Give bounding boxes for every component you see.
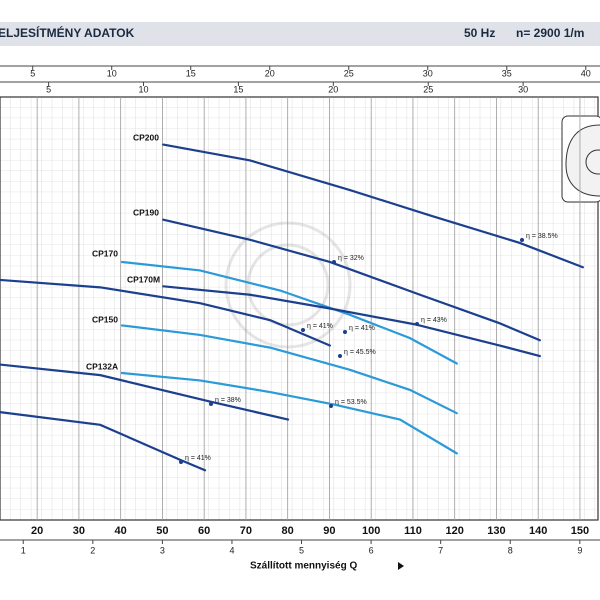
curve [162,143,584,269]
series-label: CP132A [86,361,118,371]
annotation: η = 41% [185,455,211,462]
x-tick-label: 150 [571,525,589,537]
header-frequency: 50 Hz [464,26,495,40]
x3-tick-label: 5 [30,68,35,78]
x4-tick-label: 5 [46,84,51,94]
x2-tick-label: 5 [299,545,304,555]
annotation: η = 53.5% [335,399,367,406]
x4-tick-label: 25 [423,84,433,94]
x2-tick-label: 1 [21,545,26,555]
annotation: η = 38% [215,397,241,404]
x2-tick-label: 4 [229,545,234,555]
series-label: CP150 [92,314,118,324]
x-tick-label: 100 [362,525,380,537]
x2-tick-label: 7 [438,545,443,555]
x-tick-label: 20 [31,525,43,537]
series-label: CP170 [92,248,118,258]
x2-tick-label: 3 [160,545,165,555]
curve [0,278,331,347]
annotation: η = 41% [307,323,333,330]
curve [0,363,290,421]
x4-tick-label: 10 [138,84,148,94]
efficiency-dot [179,460,183,464]
x3-tick-label: 40 [581,68,591,78]
efficiency-dot [343,330,347,334]
header-speed: n= 2900 1/m [516,26,584,40]
x3-tick-label: 35 [502,68,512,78]
curve [162,285,541,358]
series-label: CP200 [133,132,159,142]
annotation: η = 32% [338,255,364,262]
x-tick-label: 70 [240,525,252,537]
series-label: CP170M [127,274,160,284]
x3-tick-label: 20 [265,68,275,78]
x-tick-label: 130 [487,525,505,537]
annotation: η = 43% [421,317,447,324]
curve [120,324,458,415]
annotation: η = 41% [349,325,375,332]
x2-tick-label: 6 [369,545,374,555]
curve [120,260,458,365]
x-tick-label: 110 [404,525,422,537]
x4-tick-label: 15 [233,84,243,94]
x-tick-label: 40 [115,525,127,537]
curve [120,371,458,455]
x3-tick-label: 15 [186,68,196,78]
x3-tick-label: 10 [107,68,117,78]
x-tick-label: 80 [282,525,294,537]
efficiency-dot [338,354,342,358]
plot-area [0,96,599,521]
x3-tick-label: 30 [423,68,433,78]
x4-tick-label: 30 [518,84,528,94]
annotation: η = 38.5% [526,233,558,240]
x2-tick-label: 8 [508,545,513,555]
efficiency-dot [329,404,333,408]
pump-image [561,115,600,203]
annotation: η = 45.5% [344,349,376,356]
x3-tick-label: 25 [344,68,354,78]
x-tick-label: 140 [529,525,547,537]
x-tick-label: 60 [198,525,210,537]
series-label: CP190 [133,207,159,217]
efficiency-dot [301,328,305,332]
x-tick-label: 30 [73,525,85,537]
efficiency-dot [520,238,524,242]
efficiency-dot [332,260,336,264]
x-axis-title: Szállított mennyiség Q [250,561,357,572]
curve [162,218,541,342]
x2-tick-label: 2 [90,545,95,555]
header-bar [0,22,600,46]
axis-arrow [398,562,404,570]
efficiency-dot [415,322,419,326]
curve [0,411,207,472]
x2-tick-label: 9 [577,545,582,555]
x4-tick-label: 20 [328,84,338,94]
x-tick-label: 120 [446,525,464,537]
x-tick-label: 50 [156,525,168,537]
efficiency-dot [209,402,213,406]
header-title: ELJESÍTMÉNY ADATOK [0,25,135,40]
x-tick-label: 90 [323,525,335,537]
